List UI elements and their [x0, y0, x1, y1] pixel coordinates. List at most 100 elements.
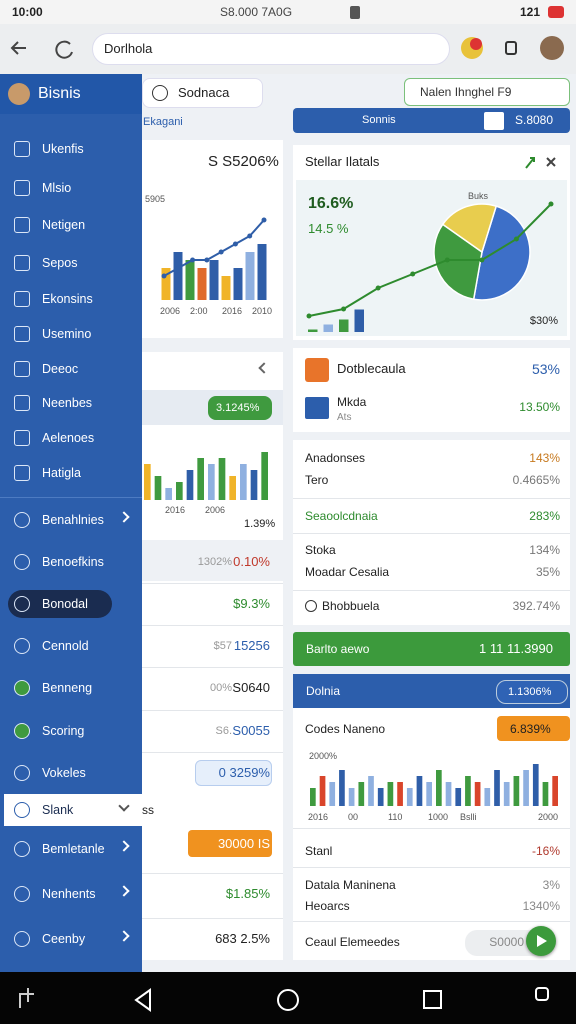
bar: [329, 782, 336, 806]
menu-item[interactable]: Deeoc: [42, 362, 79, 376]
card-note: 1.39%: [244, 518, 276, 530]
card: [142, 140, 283, 338]
row-label: Anadonses: [305, 451, 366, 465]
row-divider: [293, 533, 570, 534]
toolbar-button-text: Sodnaca: [178, 85, 230, 100]
axis-label: 2000%: [309, 751, 338, 761]
row-value: 683 2.5%: [215, 931, 270, 946]
menu-item[interactable]: Hatigla: [42, 466, 81, 480]
pie-label: Buks: [468, 191, 489, 201]
bar: [513, 776, 520, 806]
menu-item[interactable]: Bemletanle: [42, 842, 105, 856]
bar: [161, 268, 171, 300]
menu-item[interactable]: Aelenoes: [42, 431, 95, 445]
bar: [484, 788, 491, 806]
menu-item[interactable]: Benoefkins: [42, 555, 104, 569]
trend-chart: [306, 201, 554, 319]
menu-item[interactable]: Scoring: [42, 724, 85, 738]
menu-item[interactable]: Bonodal: [42, 597, 88, 611]
row-value: S0000: [489, 935, 524, 949]
row-bg: [142, 545, 283, 581]
menu-item[interactable]: Cennold: [42, 639, 89, 653]
trend-point: [175, 265, 181, 271]
menu-item[interactable]: Vokeles: [42, 766, 86, 780]
menu-item[interactable]: Sepos: [42, 256, 78, 270]
row-value: 53%: [531, 361, 560, 377]
row-muted: 1302%: [197, 556, 232, 568]
menu-item[interactable]: Neenbes: [42, 396, 93, 410]
row-divider: [142, 667, 283, 668]
row-label: Bhobbuela: [322, 599, 380, 613]
row-value: 13.50%: [519, 400, 560, 414]
menu-item[interactable]: Slank: [42, 803, 74, 817]
trend-point: [548, 201, 554, 207]
bar-chart: [308, 309, 364, 332]
trend-line: [308, 203, 552, 317]
menu-icon: [14, 638, 30, 654]
row-value: 30000 IS: [217, 836, 270, 851]
pie-slice: [472, 205, 531, 301]
row-divider: [293, 828, 570, 829]
trend-point: [479, 257, 485, 263]
row-divider: [142, 710, 283, 711]
row-divider: [293, 867, 570, 868]
card: [142, 352, 283, 540]
bar: [387, 782, 394, 806]
card-title: Stellar Ilatals: [305, 154, 380, 169]
pie-chart: [433, 203, 531, 301]
status-battery: 121: [520, 5, 541, 19]
menu-icon: [14, 291, 30, 307]
dropdown-text: Nalen Ihnghel F9: [420, 85, 512, 99]
secondary-value: 14.5 %: [308, 221, 349, 236]
row-label: Mkda: [337, 395, 367, 409]
bar: [368, 776, 374, 806]
menu-item[interactable]: Usemino: [42, 327, 92, 341]
bar: [197, 458, 204, 500]
trend-point: [261, 217, 267, 223]
row-divider: [142, 583, 283, 584]
trend-icon: [525, 157, 535, 169]
row-label: Heoarcs: [305, 899, 350, 913]
badge-pill: [195, 760, 272, 786]
x-label: 2016: [308, 812, 329, 822]
bar: [552, 776, 558, 806]
row-muted: 00%: [209, 682, 232, 694]
trend-point: [341, 306, 347, 312]
card-title: Dolnia: [306, 684, 341, 698]
menu-icon: [14, 255, 30, 271]
menu-icon: [14, 430, 30, 446]
row-label: Ceaul Elemeedes: [305, 935, 400, 949]
sidebar-title: Bisnis: [38, 85, 81, 102]
x-label: 2:00: [190, 306, 208, 316]
menu-item[interactable]: Ekonsins: [42, 292, 93, 306]
pie-slice: [441, 203, 498, 254]
menu-item[interactable]: Netigen: [42, 218, 86, 232]
row-value: 134%: [529, 543, 560, 557]
loader-icon: [305, 600, 317, 612]
bar: [144, 464, 151, 500]
row-label: Dotblecaula: [337, 361, 406, 376]
row-value: S0055: [232, 723, 270, 738]
row-divider: [142, 873, 283, 874]
status-time: 10:00: [12, 5, 43, 19]
status-bar: [0, 0, 576, 24]
menu-item[interactable]: Benahlnies: [42, 513, 104, 527]
trend-point: [232, 241, 238, 247]
bar: [465, 776, 471, 806]
menu-item[interactable]: Benneng: [42, 681, 93, 695]
menu-item[interactable]: Mlsio: [42, 181, 72, 195]
axis-label: 5905: [145, 194, 166, 204]
menu-icon: [14, 723, 30, 739]
menu-item[interactable]: Ceenby: [42, 932, 86, 946]
tab-bar[interactable]: [293, 108, 570, 133]
menu-icon: [14, 361, 30, 377]
row-divider: [293, 498, 570, 499]
tab-text: Sonnis: [362, 114, 396, 126]
bar-chart: [161, 217, 267, 300]
menu-item[interactable]: Nenhents: [42, 887, 96, 901]
x-label: 2006: [205, 505, 226, 515]
dropdown[interactable]: [404, 78, 570, 106]
menu-item[interactable]: Ukenfis: [42, 142, 84, 156]
url-box[interactable]: [92, 33, 450, 65]
banner[interactable]: [293, 632, 570, 666]
